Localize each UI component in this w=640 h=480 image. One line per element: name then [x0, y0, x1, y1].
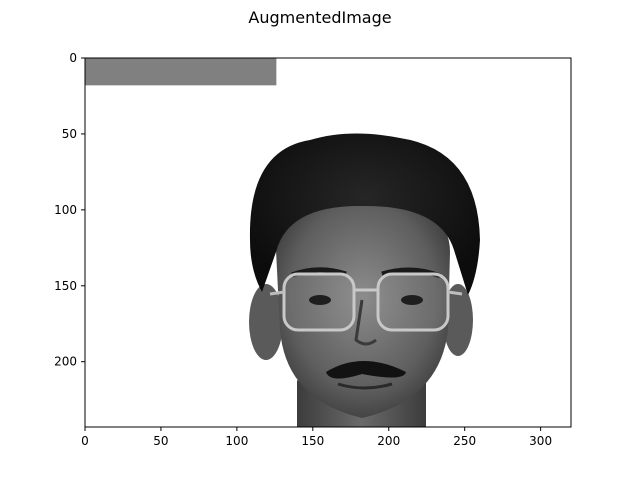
x-axis: 0 50 100 150 200 250 300: [81, 427, 552, 448]
right-eye: [401, 295, 423, 305]
x-tick-label: 150: [301, 434, 324, 448]
mustache: [326, 361, 406, 379]
y-axis: 0 50 100 150 200: [54, 51, 85, 369]
right-ear: [443, 284, 473, 356]
y-tick-label: 50: [62, 127, 77, 141]
y-tick-label: 150: [54, 279, 77, 293]
face: [276, 198, 450, 418]
x-tick-label: 0: [81, 434, 89, 448]
figure-title: AugmentedImage: [248, 8, 391, 27]
x-tick-label: 50: [153, 434, 168, 448]
x-tick-label: 100: [225, 434, 248, 448]
y-tick-label: 100: [54, 203, 77, 217]
x-tick-label: 300: [529, 434, 552, 448]
y-tick-label: 0: [69, 51, 77, 65]
hair: [249, 133, 480, 295]
left-ear: [249, 284, 283, 360]
x-tick-label: 250: [453, 434, 476, 448]
face-photo: [249, 133, 480, 427]
occlusion-patch: [85, 58, 277, 86]
x-tick-label: 200: [377, 434, 400, 448]
y-tick-label: 200: [54, 355, 77, 369]
glasses-left-temple: [269, 290, 285, 296]
axes-frame: [84, 57, 572, 428]
mouth: [337, 382, 393, 390]
nose: [354, 299, 377, 346]
glasses-right-temple: [447, 290, 463, 296]
left-eye: [309, 295, 331, 305]
image-area: [85, 58, 571, 427]
